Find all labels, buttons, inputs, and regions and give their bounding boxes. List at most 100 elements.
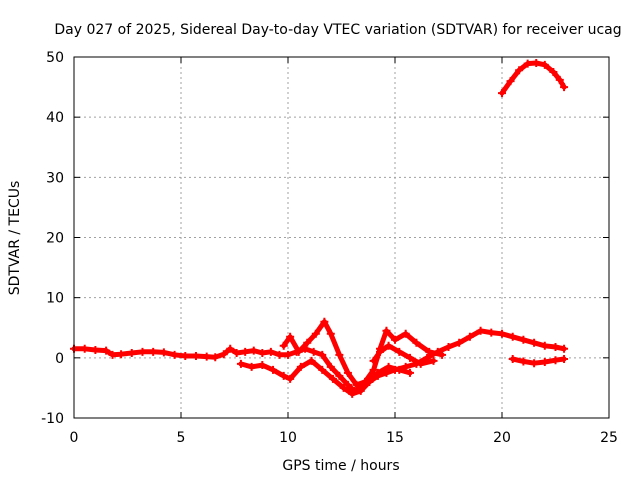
x-tick-label: 25 — [600, 430, 618, 446]
y-tick-label: 50 — [46, 50, 64, 66]
data-point — [91, 346, 100, 355]
data-point — [523, 59, 532, 68]
data-point — [560, 83, 569, 92]
data-point — [326, 362, 335, 371]
y-axis-label: SDTVAR / TECUs — [7, 181, 23, 296]
data-point — [519, 335, 528, 344]
data-point — [275, 350, 284, 359]
data-point — [540, 341, 549, 350]
data-point — [159, 348, 168, 357]
data-point — [318, 365, 327, 374]
data-point — [373, 368, 382, 377]
data-point — [560, 344, 569, 353]
data-point — [425, 347, 434, 356]
data-point — [391, 335, 399, 344]
data-point — [429, 356, 438, 365]
data-point — [395, 347, 404, 356]
data-point — [551, 343, 560, 352]
data-point — [369, 356, 378, 365]
data-point — [170, 350, 179, 359]
data-point — [149, 347, 158, 356]
data-point — [465, 332, 474, 341]
data-point — [405, 353, 414, 362]
data-point — [219, 350, 228, 359]
axis-ticks — [73, 56, 610, 419]
data-point — [369, 365, 378, 374]
data-point — [307, 356, 316, 365]
data-point — [412, 338, 421, 347]
data-point — [498, 329, 506, 338]
x-tick-label: 5 — [177, 430, 186, 446]
data-point — [549, 68, 558, 77]
data-point — [279, 341, 288, 350]
data-point — [318, 350, 327, 359]
data-point — [348, 389, 357, 398]
data-point — [343, 368, 352, 377]
data-point — [117, 350, 126, 359]
x-tick-label: 0 — [70, 430, 79, 446]
data-point — [102, 346, 111, 355]
data-point — [508, 332, 517, 341]
tick-labels: 0 5 10 15 20 25 -10 0 10 20 30 40 50 — [41, 50, 618, 446]
data-point — [309, 347, 318, 356]
data-point — [335, 371, 344, 380]
data-point — [296, 362, 305, 371]
data-point — [294, 347, 303, 356]
data-point — [108, 350, 117, 359]
data-point — [339, 383, 348, 392]
data-point — [328, 374, 337, 383]
data-point — [487, 328, 496, 337]
data-point — [476, 326, 485, 335]
data-point — [236, 359, 245, 368]
x-axis-label: GPS time / hours — [282, 458, 399, 474]
data-point — [138, 347, 147, 356]
data-point — [232, 349, 241, 358]
data-point — [532, 59, 541, 68]
data-point — [269, 365, 278, 374]
data-point — [258, 361, 267, 370]
data-point — [444, 343, 453, 352]
data-point — [191, 352, 200, 361]
data-point — [540, 358, 549, 367]
data-point — [384, 362, 393, 371]
data-point — [127, 349, 136, 358]
data-point — [286, 374, 295, 383]
data-point — [498, 89, 506, 98]
data-point — [361, 377, 370, 386]
data-point — [519, 357, 528, 366]
data-point — [395, 365, 404, 374]
data-point — [226, 344, 235, 353]
data-series — [70, 59, 569, 398]
data-point — [241, 347, 250, 356]
y-tick-label: 30 — [46, 170, 64, 186]
data-point — [506, 77, 515, 86]
y-tick-label: 0 — [55, 351, 64, 367]
data-point — [247, 362, 256, 371]
data-point — [551, 356, 560, 365]
data-point — [416, 359, 425, 368]
data-point — [382, 326, 391, 335]
data-point — [438, 350, 447, 359]
y-tick-label: -10 — [41, 411, 64, 427]
data-point — [320, 317, 329, 326]
data-point — [384, 341, 393, 350]
data-point — [356, 386, 365, 395]
data-point — [508, 355, 517, 364]
x-tick-label: 15 — [386, 430, 404, 446]
data-point — [303, 338, 312, 347]
data-point — [335, 350, 344, 359]
data-point — [284, 350, 292, 359]
data-point — [555, 75, 564, 84]
data-point — [326, 329, 335, 338]
data-point — [249, 346, 258, 355]
data-point — [286, 332, 295, 341]
data-point — [376, 347, 385, 356]
data-point — [515, 66, 524, 75]
chart-title: Day 027 of 2025, Sidereal Day-to-day VTE… — [54, 22, 621, 38]
data-point — [202, 352, 211, 361]
grid — [74, 57, 609, 418]
data-point — [258, 349, 267, 358]
data-point — [343, 380, 352, 389]
data-point — [540, 60, 549, 69]
